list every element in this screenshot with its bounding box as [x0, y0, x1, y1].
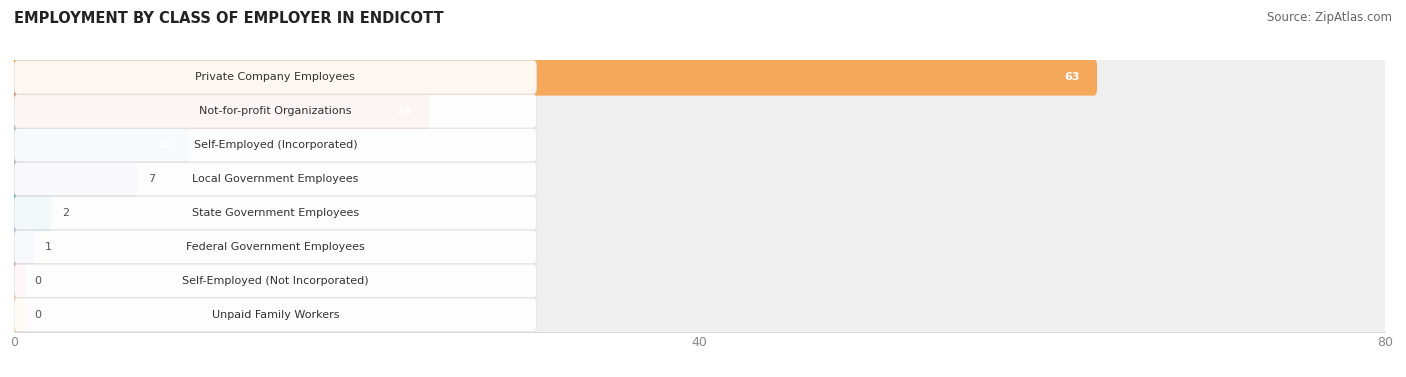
FancyBboxPatch shape	[14, 196, 537, 230]
Text: 7: 7	[148, 174, 155, 184]
Text: 2: 2	[62, 208, 69, 218]
Text: Self-Employed (Not Incorporated): Self-Employed (Not Incorporated)	[181, 276, 368, 286]
FancyBboxPatch shape	[14, 87, 1385, 135]
Text: 24: 24	[396, 106, 412, 116]
FancyBboxPatch shape	[14, 298, 537, 332]
FancyBboxPatch shape	[11, 93, 429, 130]
FancyBboxPatch shape	[14, 230, 537, 264]
FancyBboxPatch shape	[11, 228, 35, 265]
Text: 0: 0	[35, 276, 42, 286]
FancyBboxPatch shape	[14, 223, 1385, 271]
FancyBboxPatch shape	[11, 161, 138, 198]
FancyBboxPatch shape	[14, 257, 1385, 305]
Text: Local Government Employees: Local Government Employees	[193, 174, 359, 184]
Text: Unpaid Family Workers: Unpaid Family Workers	[212, 310, 339, 320]
Text: 10: 10	[156, 140, 172, 150]
Text: Source: ZipAtlas.com: Source: ZipAtlas.com	[1267, 11, 1392, 24]
FancyBboxPatch shape	[14, 291, 1385, 339]
FancyBboxPatch shape	[14, 155, 1385, 203]
FancyBboxPatch shape	[11, 262, 27, 299]
FancyBboxPatch shape	[11, 127, 188, 164]
FancyBboxPatch shape	[14, 121, 1385, 169]
FancyBboxPatch shape	[14, 60, 537, 94]
Text: 1: 1	[45, 242, 52, 252]
Text: 0: 0	[35, 310, 42, 320]
FancyBboxPatch shape	[11, 195, 52, 231]
Text: State Government Employees: State Government Employees	[191, 208, 359, 218]
FancyBboxPatch shape	[14, 94, 537, 128]
Text: Private Company Employees: Private Company Employees	[195, 72, 356, 82]
Text: Federal Government Employees: Federal Government Employees	[186, 242, 364, 252]
FancyBboxPatch shape	[11, 59, 1097, 96]
FancyBboxPatch shape	[14, 54, 1385, 101]
FancyBboxPatch shape	[14, 264, 537, 298]
Text: EMPLOYMENT BY CLASS OF EMPLOYER IN ENDICOTT: EMPLOYMENT BY CLASS OF EMPLOYER IN ENDIC…	[14, 11, 444, 26]
Text: Not-for-profit Organizations: Not-for-profit Organizations	[200, 106, 352, 116]
FancyBboxPatch shape	[14, 189, 1385, 237]
FancyBboxPatch shape	[14, 162, 537, 196]
FancyBboxPatch shape	[14, 128, 537, 162]
Text: 63: 63	[1064, 72, 1080, 82]
Text: Self-Employed (Incorporated): Self-Employed (Incorporated)	[194, 140, 357, 150]
FancyBboxPatch shape	[11, 296, 27, 333]
